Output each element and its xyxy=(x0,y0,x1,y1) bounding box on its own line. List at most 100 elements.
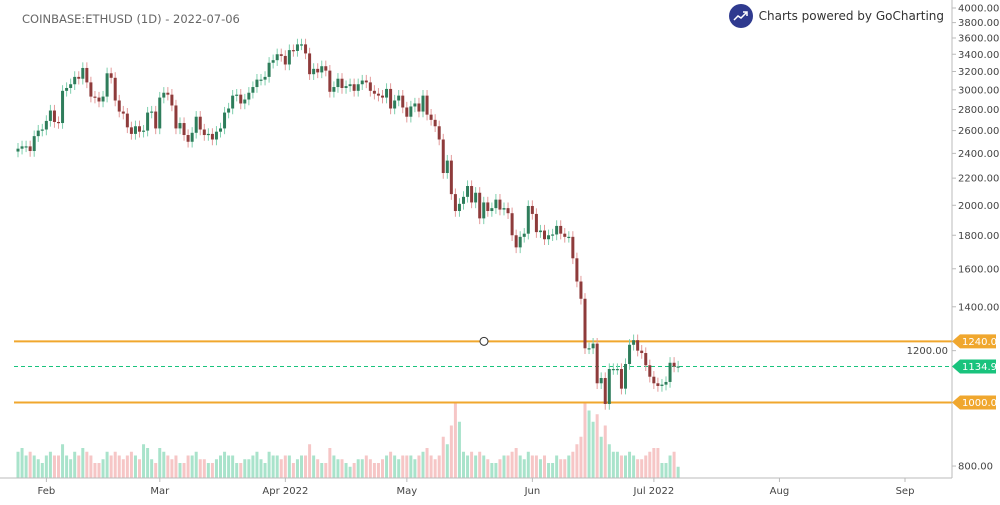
candle[interactable] xyxy=(231,95,235,109)
candle[interactable] xyxy=(401,95,405,108)
candle[interactable] xyxy=(393,100,397,109)
candle[interactable] xyxy=(291,50,295,52)
candle[interactable] xyxy=(372,90,376,94)
candle[interactable] xyxy=(445,160,449,174)
candle[interactable] xyxy=(486,202,490,212)
candle[interactable] xyxy=(295,44,299,51)
candle[interactable] xyxy=(591,343,595,349)
candle[interactable] xyxy=(555,225,559,235)
candle[interactable] xyxy=(332,87,336,92)
candle[interactable] xyxy=(462,196,465,204)
candle[interactable] xyxy=(672,362,676,367)
candle[interactable] xyxy=(109,73,113,78)
candle[interactable] xyxy=(36,130,40,137)
candle[interactable] xyxy=(648,365,652,377)
candle[interactable] xyxy=(510,213,514,236)
candle[interactable] xyxy=(543,230,546,240)
candle[interactable] xyxy=(376,93,380,96)
candle[interactable] xyxy=(518,236,522,248)
candle[interactable] xyxy=(336,78,340,88)
candle[interactable] xyxy=(595,343,599,384)
candle[interactable] xyxy=(474,192,478,203)
candle[interactable] xyxy=(356,84,360,91)
candle[interactable] xyxy=(457,203,461,212)
candle[interactable] xyxy=(482,202,486,219)
candle[interactable] xyxy=(352,84,356,91)
candle[interactable] xyxy=(640,350,644,354)
candle[interactable] xyxy=(320,66,324,73)
candle[interactable] xyxy=(40,129,44,131)
candle[interactable] xyxy=(138,126,141,132)
candle[interactable] xyxy=(44,120,48,130)
candle[interactable] xyxy=(344,86,348,88)
candle[interactable] xyxy=(312,68,316,75)
candle[interactable] xyxy=(202,129,206,136)
candle[interactable] xyxy=(429,114,433,120)
candle[interactable] xyxy=(146,112,150,131)
candle[interactable] xyxy=(494,199,498,209)
candle[interactable] xyxy=(239,94,243,104)
candle[interactable] xyxy=(417,103,421,112)
candle[interactable] xyxy=(162,92,166,98)
candle[interactable] xyxy=(437,126,441,140)
candle[interactable] xyxy=(125,113,129,128)
candle[interactable] xyxy=(413,103,417,107)
candle[interactable] xyxy=(607,369,611,404)
candle[interactable] xyxy=(73,76,77,85)
candle[interactable] xyxy=(599,378,603,384)
brand-badge[interactable]: Charts powered by GoCharting xyxy=(728,4,944,28)
candle[interactable] xyxy=(57,121,60,124)
candle[interactable] xyxy=(368,82,372,91)
candle[interactable] xyxy=(267,62,271,77)
candle[interactable] xyxy=(178,123,182,129)
candle[interactable] xyxy=(571,236,575,259)
candle[interactable] xyxy=(466,186,470,197)
candle[interactable] xyxy=(668,362,672,382)
candle[interactable] xyxy=(150,111,154,113)
candle[interactable] xyxy=(636,340,640,351)
candle[interactable] xyxy=(300,44,303,46)
candle[interactable] xyxy=(271,60,275,63)
candle[interactable] xyxy=(24,146,28,148)
candle[interactable] xyxy=(283,55,287,65)
candle[interactable] xyxy=(198,116,202,130)
candle[interactable] xyxy=(279,54,283,56)
candle[interactable] xyxy=(255,79,259,88)
candle[interactable] xyxy=(360,80,364,85)
candle[interactable] xyxy=(223,112,227,129)
candle[interactable] xyxy=(619,369,623,389)
candle[interactable] xyxy=(105,73,109,97)
candle[interactable] xyxy=(93,96,97,98)
candle[interactable] xyxy=(121,111,125,114)
candle[interactable] xyxy=(182,123,186,136)
candle[interactable] xyxy=(113,77,117,101)
candle[interactable] xyxy=(190,132,194,142)
candle[interactable] xyxy=(133,126,137,134)
candle[interactable] xyxy=(308,53,312,75)
candle[interactable] xyxy=(449,160,453,195)
candle[interactable] xyxy=(389,88,393,109)
candle[interactable] xyxy=(89,82,93,97)
candle[interactable] xyxy=(563,233,567,237)
candle[interactable] xyxy=(101,96,105,102)
candle[interactable] xyxy=(227,108,231,113)
candle[interactable] xyxy=(206,133,210,136)
candle[interactable] xyxy=(85,67,89,83)
candle[interactable] xyxy=(405,107,409,117)
candle[interactable] xyxy=(154,111,158,129)
candle[interactable] xyxy=(534,213,538,233)
candle[interactable] xyxy=(117,100,121,112)
candle[interactable] xyxy=(324,66,328,71)
candle[interactable] xyxy=(263,76,267,80)
candle[interactable] xyxy=(48,110,52,121)
candle[interactable] xyxy=(170,94,174,106)
candle[interactable] xyxy=(32,136,36,152)
candle[interactable] xyxy=(530,205,534,214)
candle[interactable] xyxy=(97,97,101,102)
candle[interactable] xyxy=(551,234,555,236)
candle[interactable] xyxy=(69,84,73,88)
candle[interactable] xyxy=(425,95,429,115)
candle[interactable] xyxy=(186,135,190,142)
candle[interactable] xyxy=(142,130,146,132)
